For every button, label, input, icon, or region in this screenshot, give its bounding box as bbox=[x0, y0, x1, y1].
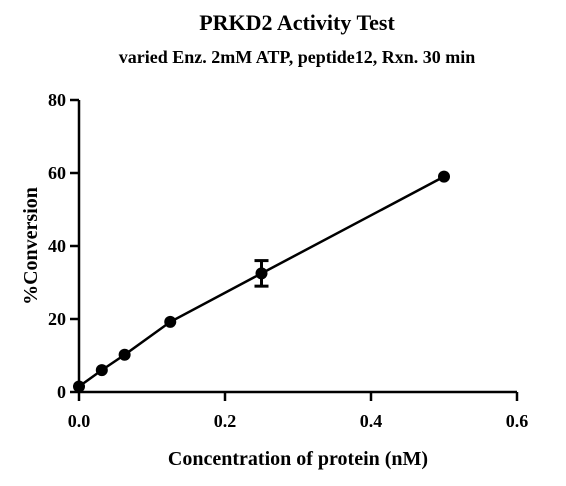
data-point bbox=[73, 380, 85, 393]
data-point bbox=[118, 348, 131, 361]
x-tick-label: 0.2 bbox=[214, 411, 237, 431]
chart-title: PRKD2 Activity Test bbox=[199, 10, 395, 35]
chart-subtitle: varied Enz. 2mM ATP, peptide12, Rxn. 30 … bbox=[119, 47, 476, 67]
data-point bbox=[438, 170, 450, 183]
y-tick-label: 80 bbox=[48, 90, 66, 110]
data-point bbox=[95, 364, 108, 377]
x-tick-label: 0.0 bbox=[68, 411, 91, 431]
y-tick-label: 60 bbox=[48, 163, 66, 183]
x-axis-label: Concentration of protein (nM) bbox=[168, 448, 428, 470]
axes: 0 20 40 60 80 0.0 0.2 0.4 0.6 bbox=[48, 90, 528, 431]
y-tick-label: 40 bbox=[48, 236, 66, 256]
data-series bbox=[73, 170, 450, 393]
data-point bbox=[255, 267, 268, 280]
x-tick-label: 0.4 bbox=[360, 411, 383, 431]
y-tick-label: 20 bbox=[48, 309, 66, 329]
y-tick-label: 0 bbox=[57, 382, 66, 402]
data-point bbox=[164, 315, 177, 328]
y-axis-label: %Conversion bbox=[20, 187, 42, 305]
x-tick-label: 0.6 bbox=[506, 411, 529, 431]
